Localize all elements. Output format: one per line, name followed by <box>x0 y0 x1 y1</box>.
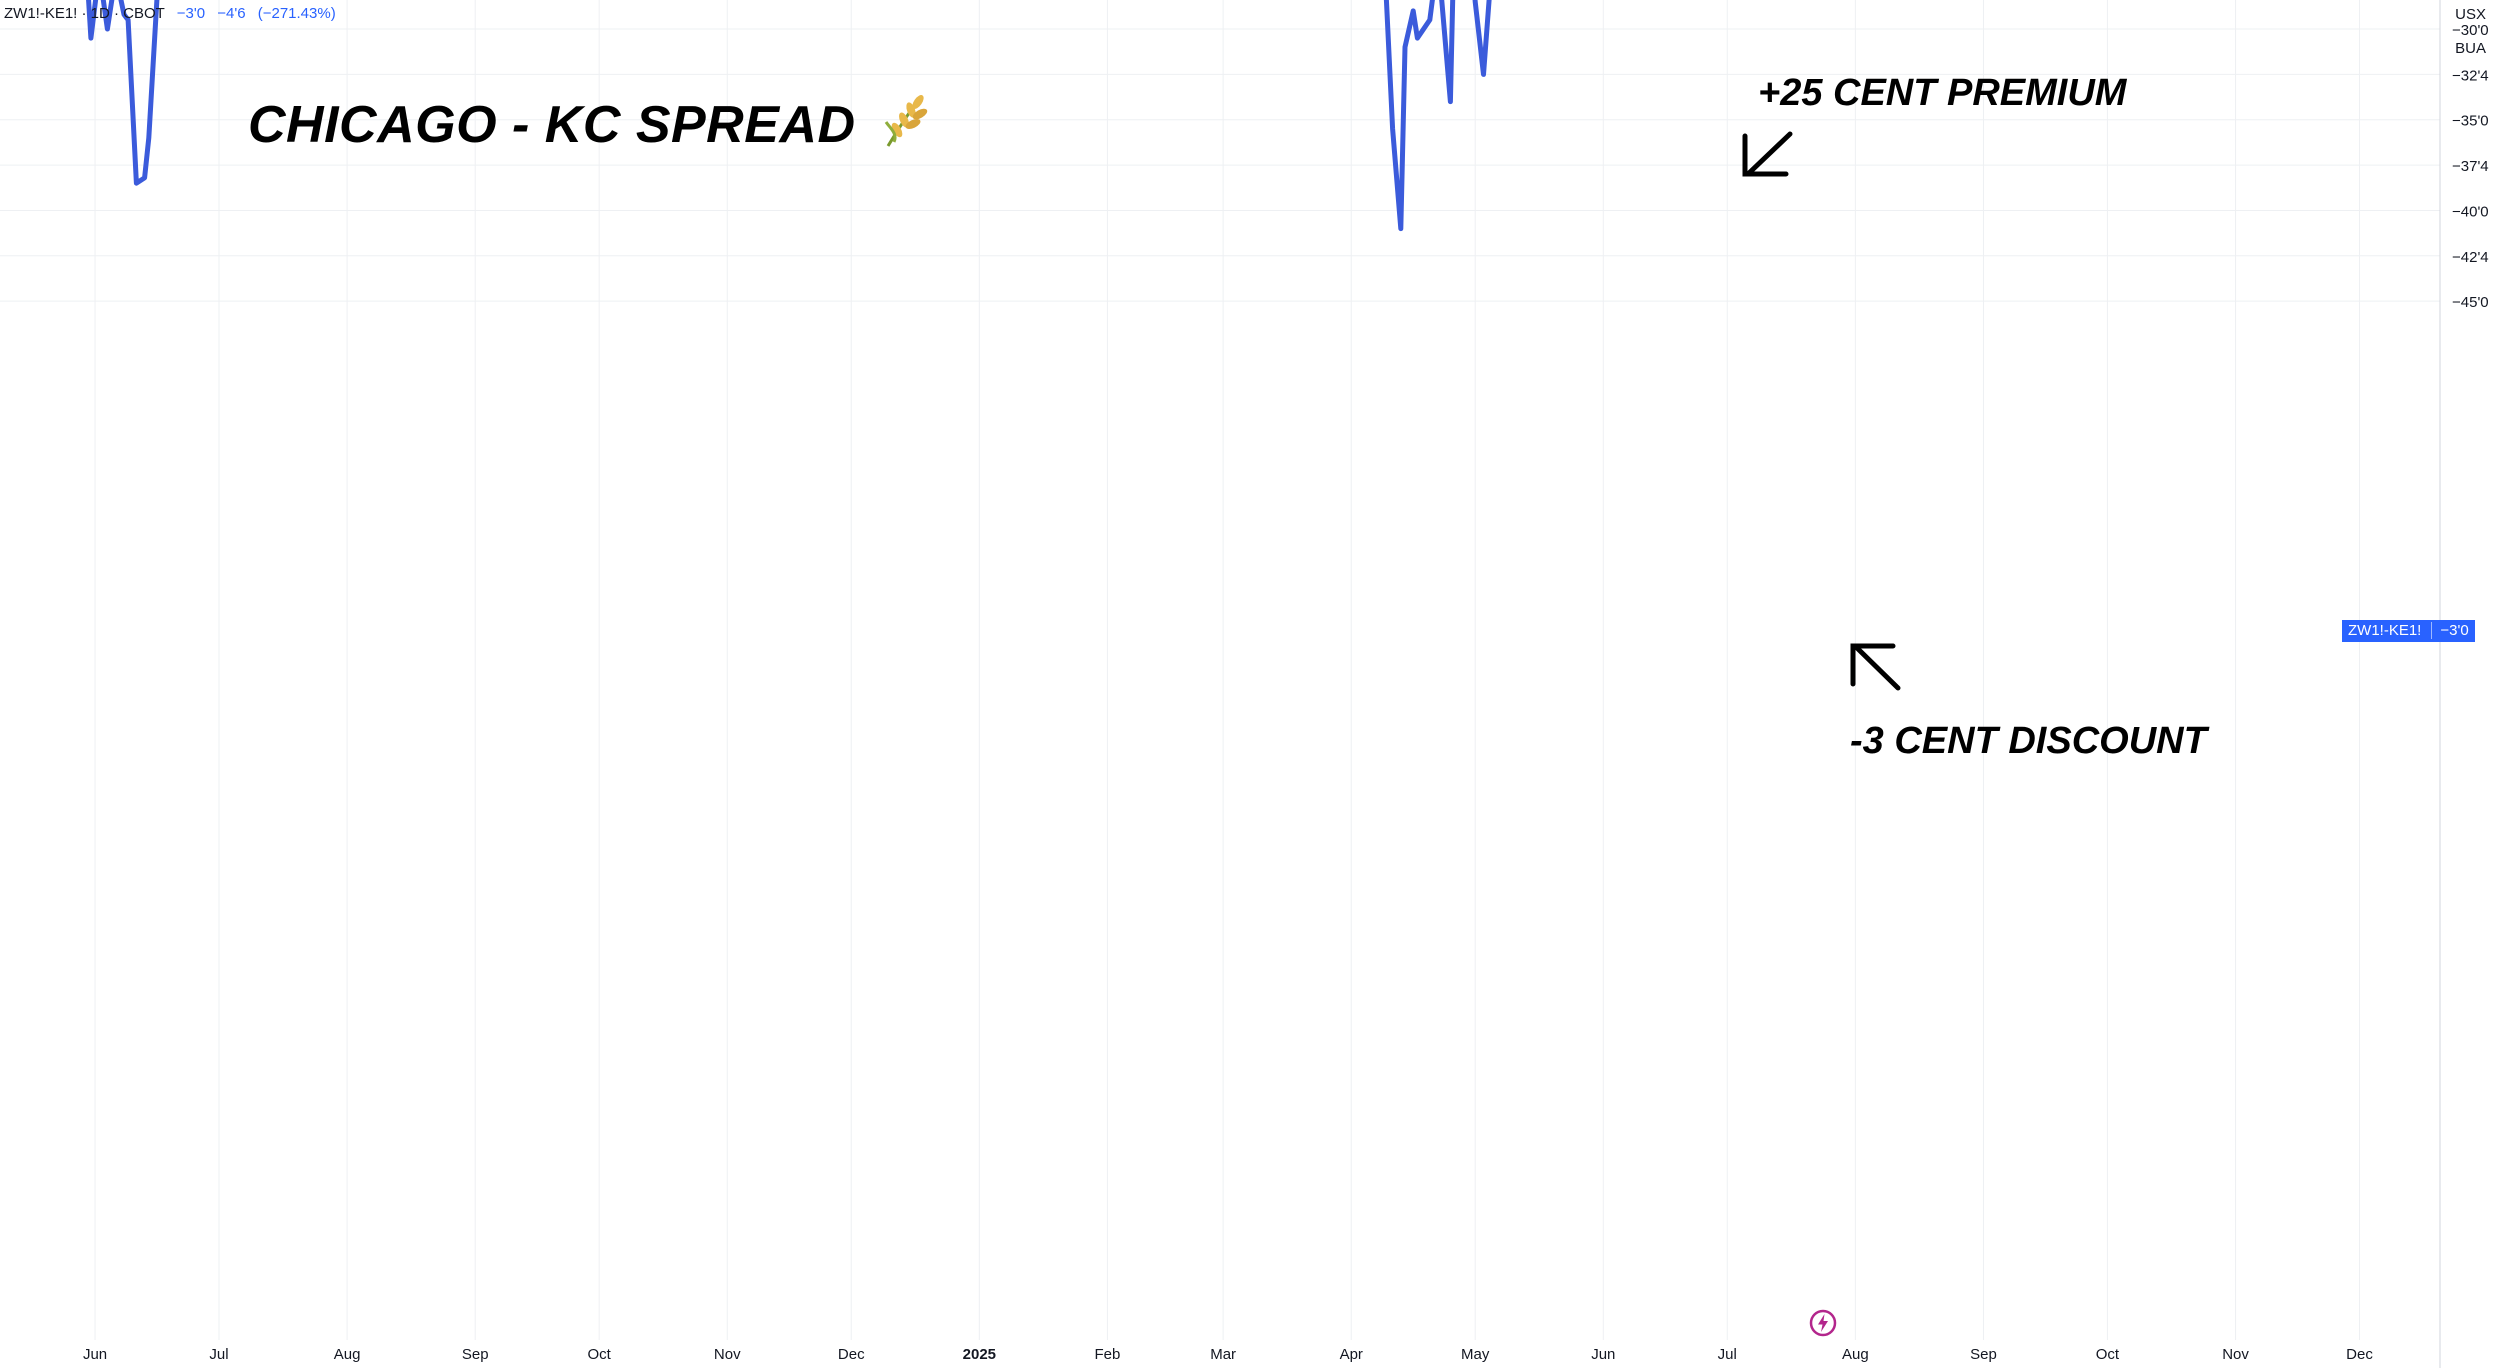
last-price-symbol: ZW1!-KE1! <box>2348 622 2433 639</box>
time-tick-label: Apr <box>1340 1346 1363 1363</box>
discount-annotation: -3 CENT DISCOUNT <box>1850 720 2207 762</box>
price-change-secondary: −4'6 <box>217 5 246 22</box>
chart-title: CHICAGO - KC SPREAD <box>248 92 930 155</box>
arrow-up-left-icon <box>1850 643 1901 691</box>
time-tick-label: 2025 <box>963 1346 996 1363</box>
time-axis[interactable]: Jun Jul Aug Sep Oct Nov Dec 2025 Feb Mar Apr May Jun… <box>83 1346 2373 1363</box>
price-tick-label: −32'4 <box>2452 67 2489 84</box>
price-axis[interactable]: 30'027'425'022'420'017'415'012'410'07'45… <box>2439 0 2489 1368</box>
time-tick-label: Nov <box>714 1346 741 1363</box>
time-tick-label: Jun <box>83 1346 107 1363</box>
time-tick-label: Jul <box>1718 1346 1737 1363</box>
symbol-info[interactable]: ZW1!-KE1! · 1D · CBOT <box>4 5 165 22</box>
time-tick-label: Dec <box>838 1346 865 1363</box>
price-change-percent: (−271.43%) <box>257 5 336 22</box>
price-tick-label: −35'0 <box>2452 113 2489 130</box>
time-tick-label: Dec <box>2346 1346 2373 1363</box>
price-tick-label: −40'0 <box>2452 203 2489 220</box>
last-price-tag: ZW1!-KE1! −3'0 <box>2342 620 2475 642</box>
price-tick-label: −30'0 <box>2452 22 2489 39</box>
premium-annotation: +25 CENT PREMIUM <box>1758 72 2127 114</box>
time-tick-label: Nov <box>2222 1346 2249 1363</box>
grid-lines <box>0 0 2440 1340</box>
currency-label[interactable]: USX <box>2455 6 2486 23</box>
time-tick-label: Aug <box>334 1346 361 1363</box>
last-price-value: −3'0 <box>2440 622 2469 639</box>
time-tick-label: Sep <box>462 1346 489 1363</box>
time-tick-label: Mar <box>1210 1346 1236 1363</box>
time-tick-label: Sep <box>1970 1346 1997 1363</box>
arrow-down-left-icon <box>1742 131 1793 177</box>
time-tick-label: Feb <box>1095 1346 1121 1363</box>
time-tick-label: Oct <box>588 1346 612 1363</box>
time-tick-label: Jun <box>1591 1346 1615 1363</box>
symbol-header[interactable]: ZW1!-KE1! · 1D · CBOT −3'0 −4'6 (−271.43… <box>4 5 336 22</box>
price-tick-label: −37'4 <box>2452 158 2489 175</box>
price-tick-label: −42'4 <box>2452 249 2489 266</box>
time-tick-label: Aug <box>1842 1346 1869 1363</box>
wheat-icon <box>885 95 928 147</box>
price-change: −3'0 <box>176 5 206 22</box>
time-tick-label: May <box>1461 1346 1490 1363</box>
chart-title-text: CHICAGO - KC SPREAD <box>248 96 856 154</box>
time-tick-label: Jul <box>209 1346 228 1363</box>
price-tick-label: −45'0 <box>2452 294 2489 311</box>
unit-label[interactable]: BUA <box>2455 40 2486 57</box>
time-tick-label: Oct <box>2096 1346 2120 1363</box>
lightning-icon[interactable] <box>1809 1309 1837 1337</box>
